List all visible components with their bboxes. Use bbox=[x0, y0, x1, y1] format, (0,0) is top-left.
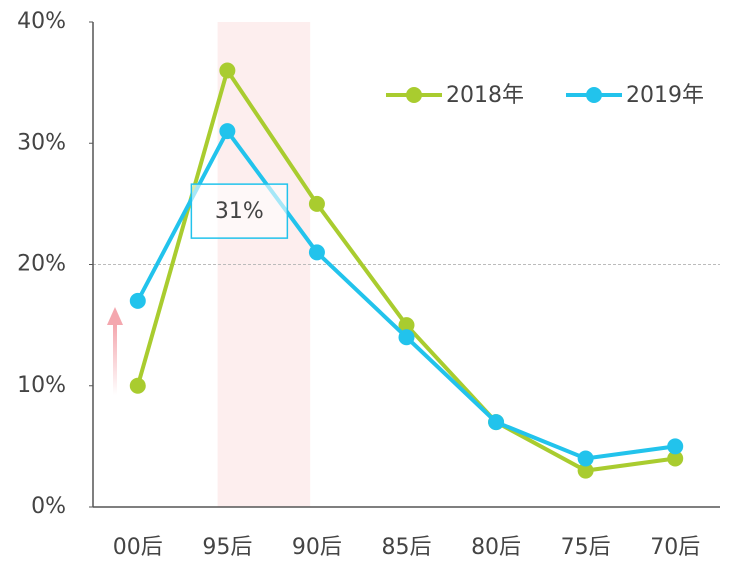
y-tick-label: 10% bbox=[17, 373, 66, 398]
x-tick-label: 90后 bbox=[292, 535, 342, 560]
value-label-box bbox=[190, 183, 289, 239]
point bbox=[129, 377, 146, 394]
y-tick-label: 40% bbox=[17, 9, 66, 34]
point bbox=[398, 329, 415, 346]
x-tick-label: 70后 bbox=[650, 535, 700, 560]
point bbox=[667, 450, 684, 467]
point bbox=[577, 450, 594, 467]
point bbox=[667, 438, 684, 455]
x-tick-label: 85后 bbox=[382, 535, 432, 560]
x-tick-label: 75后 bbox=[561, 535, 611, 560]
legend-marker bbox=[406, 87, 422, 103]
x-tick-label: 95后 bbox=[202, 535, 252, 560]
value-label: 31% bbox=[215, 199, 264, 224]
y-tick-label: 20% bbox=[17, 252, 66, 277]
point bbox=[577, 462, 594, 479]
arrow-shaft bbox=[113, 325, 117, 395]
y-tick-label: 30% bbox=[17, 130, 66, 155]
y-tick-label: 0% bbox=[31, 494, 66, 519]
x-tick-label: 80后 bbox=[471, 535, 521, 560]
legend-marker bbox=[586, 87, 602, 103]
point bbox=[398, 317, 415, 334]
point bbox=[219, 123, 236, 140]
arrow-head bbox=[107, 307, 123, 325]
legend-label: 2019年 bbox=[626, 83, 704, 108]
point bbox=[129, 292, 146, 309]
point bbox=[308, 195, 325, 212]
point bbox=[488, 414, 505, 431]
legend-label: 2018年 bbox=[446, 83, 524, 108]
point bbox=[308, 244, 325, 261]
x-tick-label: 00后 bbox=[113, 535, 163, 560]
point bbox=[219, 62, 236, 79]
